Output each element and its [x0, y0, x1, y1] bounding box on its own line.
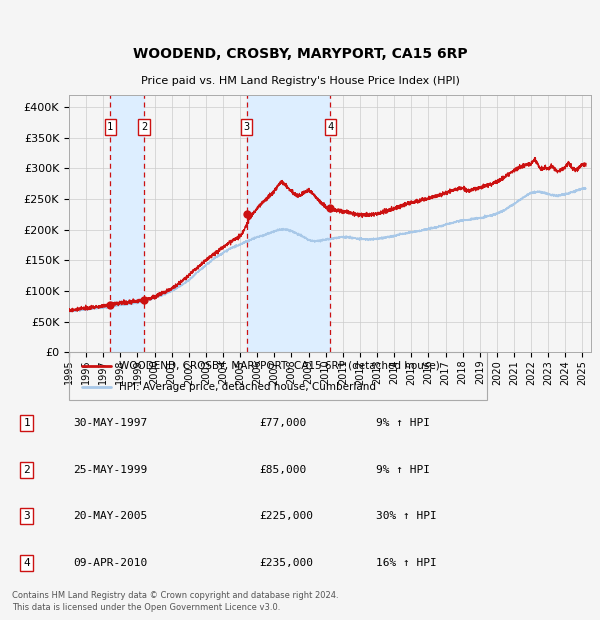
Text: 2: 2: [23, 464, 30, 475]
Text: £225,000: £225,000: [259, 511, 313, 521]
Text: WOODEND, CROSBY, MARYPORT, CA15 6RP: WOODEND, CROSBY, MARYPORT, CA15 6RP: [133, 48, 467, 61]
Text: 09-APR-2010: 09-APR-2010: [74, 557, 148, 568]
Bar: [247, 95, 331, 352]
Text: £77,000: £77,000: [259, 418, 306, 428]
Text: 1: 1: [23, 418, 30, 428]
Text: 3: 3: [244, 122, 250, 132]
Text: 20-MAY-2005: 20-MAY-2005: [74, 511, 148, 521]
Text: 3: 3: [23, 511, 30, 521]
Text: 1: 1: [107, 122, 113, 132]
Text: £235,000: £235,000: [259, 557, 313, 568]
Text: 9% ↑ HPI: 9% ↑ HPI: [376, 418, 430, 428]
Text: 4: 4: [23, 557, 30, 568]
Text: £85,000: £85,000: [259, 464, 306, 475]
Text: HPI: Average price, detached house, Cumberland: HPI: Average price, detached house, Cumb…: [119, 381, 376, 392]
Text: Price paid vs. HM Land Registry's House Price Index (HPI): Price paid vs. HM Land Registry's House …: [140, 76, 460, 86]
Text: Contains HM Land Registry data © Crown copyright and database right 2024.
This d: Contains HM Land Registry data © Crown c…: [12, 591, 338, 612]
Text: 2: 2: [141, 122, 147, 132]
Text: 30-MAY-1997: 30-MAY-1997: [74, 418, 148, 428]
Text: 16% ↑ HPI: 16% ↑ HPI: [376, 557, 437, 568]
Bar: [110, 95, 144, 352]
Text: WOODEND, CROSBY, MARYPORT, CA15 6RP (detached house): WOODEND, CROSBY, MARYPORT, CA15 6RP (det…: [119, 360, 440, 371]
Text: 4: 4: [327, 122, 334, 132]
Text: 25-MAY-1999: 25-MAY-1999: [74, 464, 148, 475]
Text: 30% ↑ HPI: 30% ↑ HPI: [376, 511, 437, 521]
Text: 9% ↑ HPI: 9% ↑ HPI: [376, 464, 430, 475]
